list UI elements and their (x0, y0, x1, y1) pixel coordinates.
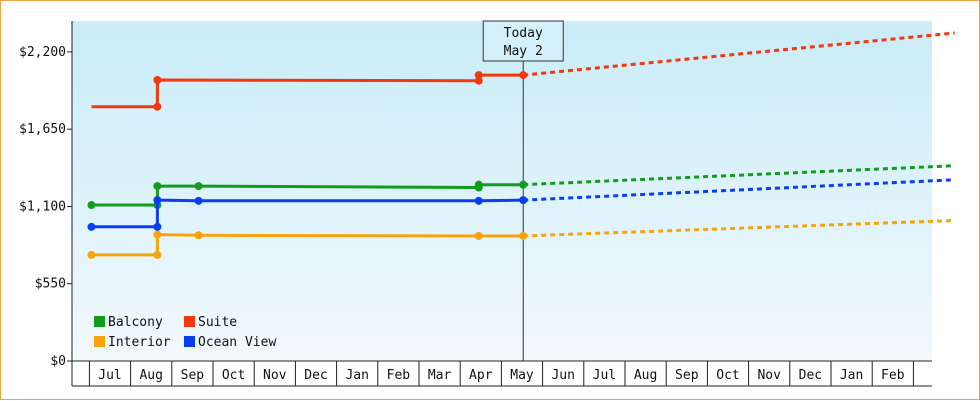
series-layer (87, 31, 955, 259)
data-point-ocean-view (474, 196, 483, 205)
data-point-suite (153, 102, 162, 111)
month-label: Oct (716, 368, 739, 383)
data-point-interior (153, 230, 162, 239)
series-line-interior (91, 233, 524, 257)
today-date-label: May 2 (504, 44, 543, 59)
data-point-interior (153, 250, 162, 259)
forecast-line-suite (523, 31, 955, 77)
data-point-ocean-view (87, 222, 96, 231)
month-label: Nov (263, 368, 287, 383)
month-label: May (510, 368, 534, 383)
y-tick-label: $2,200 (19, 45, 66, 60)
month-label: Sep (181, 368, 205, 383)
data-point-interior (87, 250, 96, 259)
y-axis: $0 $550 $1,100 $1,650 $2,200 (19, 21, 73, 386)
data-point-ocean-view (153, 196, 162, 205)
y-tick-label: $0 (50, 354, 66, 369)
data-point-suite (474, 71, 483, 80)
x-axis: Jul Aug Sep Oct Nov Dec Jan Feb Mar Apr May Jun Jul A… (72, 360, 932, 387)
month-label: Nov (757, 368, 781, 383)
legend-item-ocean-view[interactable]: Ocean View (184, 335, 276, 350)
plot-area (72, 21, 932, 361)
legend-label-suite: Suite (198, 315, 237, 330)
data-point-interior (194, 231, 203, 240)
legend-swatch-suite (184, 316, 195, 327)
legend-swatch-ocean-view (184, 336, 195, 347)
legend-label-interior: Interior (108, 335, 171, 350)
data-point-ocean-view (194, 196, 203, 205)
data-point-balcony (194, 182, 203, 191)
month-label: Jul (98, 368, 121, 383)
data-point-ocean-view (519, 196, 528, 205)
y-tick-label: $1,100 (19, 199, 66, 214)
month-label: Mar (428, 368, 452, 383)
month-label: Aug (139, 368, 162, 383)
data-point-suite (474, 76, 483, 85)
today-marker: Today May 2 (482, 20, 564, 361)
data-point-balcony (87, 201, 96, 210)
month-label: Jan (840, 368, 863, 383)
data-point-suite (519, 71, 528, 80)
today-box (482, 20, 564, 62)
month-label: Sep (675, 368, 699, 383)
legend-item-interior[interactable]: Interior (94, 335, 171, 350)
data-point-interior (474, 231, 483, 240)
legend-item-balcony[interactable]: Balcony (94, 315, 163, 330)
data-point-interior (519, 231, 528, 240)
legend-label-ocean-view: Ocean View (198, 335, 276, 350)
month-label: Dec (799, 368, 822, 383)
data-point-balcony (519, 180, 528, 189)
month-label: Jan (345, 368, 368, 383)
month-label: Aug (634, 368, 657, 383)
series-line-ocean-view (91, 198, 524, 229)
legend-item-suite[interactable]: Suite (184, 315, 237, 330)
data-point-balcony (153, 182, 162, 191)
data-point-ocean-view (153, 222, 162, 231)
y-tick-label: $550 (35, 277, 66, 292)
y-tick-label: $1,650 (19, 122, 66, 137)
month-label: Jun (551, 368, 574, 383)
month-label: Jul (593, 368, 616, 383)
month-label: Feb (881, 368, 905, 383)
month-label: Dec (304, 368, 327, 383)
month-label: Feb (387, 368, 411, 383)
month-label: Apr (469, 368, 493, 383)
data-point-suite (153, 76, 162, 85)
legend-swatch-interior (94, 336, 105, 347)
month-label: Oct (222, 368, 245, 383)
today-label: Today (504, 26, 543, 41)
legend: Balcony Suite Interior Ocean View (94, 315, 276, 350)
legend-label-balcony: Balcony (108, 315, 163, 330)
legend-swatch-balcony (94, 316, 105, 327)
data-point-balcony (474, 180, 483, 189)
series-line-suite (91, 73, 524, 109)
